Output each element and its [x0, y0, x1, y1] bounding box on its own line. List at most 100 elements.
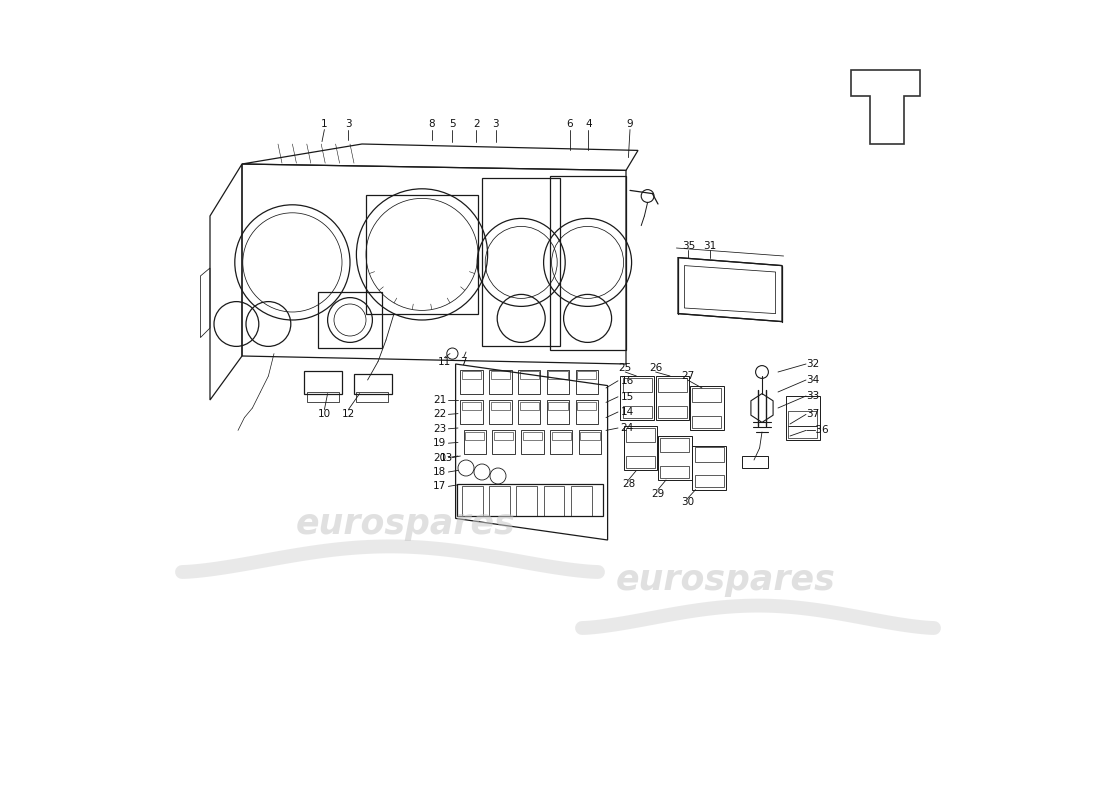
- Bar: [623, 406, 651, 418]
- Bar: [690, 386, 724, 430]
- Bar: [786, 396, 820, 440]
- Bar: [549, 402, 568, 410]
- Text: 31: 31: [703, 242, 716, 251]
- Bar: [493, 430, 515, 454]
- Bar: [656, 376, 690, 420]
- Bar: [579, 430, 602, 454]
- Bar: [516, 486, 537, 516]
- Bar: [575, 370, 598, 394]
- Text: 9: 9: [627, 119, 634, 129]
- Text: 28: 28: [621, 479, 635, 489]
- Text: 5: 5: [449, 119, 455, 129]
- Bar: [519, 402, 539, 410]
- Bar: [462, 486, 483, 516]
- Text: 21: 21: [432, 395, 446, 405]
- Bar: [482, 178, 560, 346]
- Text: 29: 29: [651, 489, 664, 498]
- Text: 22: 22: [432, 410, 446, 419]
- Bar: [547, 400, 569, 424]
- Bar: [458, 484, 603, 516]
- Text: 25: 25: [618, 363, 631, 373]
- Bar: [575, 400, 598, 424]
- Text: 17: 17: [432, 482, 446, 491]
- Bar: [550, 430, 572, 454]
- Bar: [658, 378, 686, 392]
- Bar: [549, 371, 568, 379]
- Bar: [578, 371, 596, 379]
- Text: 15: 15: [620, 392, 634, 402]
- Bar: [521, 430, 543, 454]
- Bar: [518, 400, 540, 424]
- Bar: [695, 475, 724, 487]
- Bar: [304, 371, 342, 394]
- Text: eurospares: eurospares: [296, 507, 516, 541]
- Text: 23: 23: [432, 424, 446, 434]
- Bar: [692, 388, 722, 402]
- Bar: [356, 392, 388, 402]
- Bar: [571, 486, 592, 516]
- Text: 1: 1: [321, 119, 328, 129]
- Bar: [463, 430, 486, 454]
- Bar: [519, 371, 539, 379]
- Bar: [620, 376, 654, 420]
- Bar: [624, 426, 657, 470]
- Text: 3: 3: [345, 119, 352, 129]
- Bar: [660, 438, 690, 452]
- Bar: [461, 400, 483, 424]
- Text: 19: 19: [432, 438, 446, 448]
- Text: 18: 18: [432, 467, 446, 477]
- Bar: [692, 446, 726, 490]
- Bar: [318, 292, 382, 348]
- Text: 8: 8: [428, 119, 435, 129]
- Text: 12: 12: [342, 410, 355, 419]
- Bar: [581, 432, 600, 440]
- Bar: [742, 456, 768, 468]
- Text: eurospares: eurospares: [616, 563, 836, 597]
- Bar: [491, 371, 510, 379]
- Text: 33: 33: [806, 391, 820, 401]
- Bar: [551, 432, 571, 440]
- Bar: [695, 447, 724, 462]
- Text: 26: 26: [649, 363, 662, 373]
- Bar: [354, 374, 393, 394]
- Bar: [550, 176, 626, 350]
- Bar: [462, 371, 481, 379]
- Text: 27: 27: [681, 371, 694, 381]
- Text: 7: 7: [460, 357, 466, 366]
- Bar: [518, 370, 540, 394]
- Bar: [626, 428, 654, 442]
- Text: 10: 10: [318, 410, 331, 419]
- Bar: [490, 400, 512, 424]
- Bar: [789, 411, 817, 426]
- Bar: [494, 432, 514, 440]
- Text: 2: 2: [473, 119, 480, 129]
- Bar: [626, 456, 654, 468]
- Text: 24: 24: [620, 423, 634, 433]
- Text: 6: 6: [566, 119, 573, 129]
- Bar: [789, 426, 817, 438]
- Bar: [461, 370, 483, 394]
- Bar: [462, 402, 481, 410]
- Text: 30: 30: [681, 498, 694, 507]
- Text: 32: 32: [806, 359, 820, 369]
- Bar: [623, 378, 651, 392]
- Bar: [307, 392, 339, 402]
- Bar: [658, 406, 686, 418]
- Bar: [578, 402, 596, 410]
- Text: 13: 13: [439, 453, 452, 462]
- Bar: [491, 402, 510, 410]
- Bar: [658, 436, 692, 480]
- Bar: [465, 432, 484, 440]
- Bar: [660, 466, 690, 478]
- Text: 3: 3: [493, 119, 499, 129]
- Text: 16: 16: [620, 376, 634, 386]
- Bar: [522, 432, 542, 440]
- Text: 4: 4: [585, 119, 592, 129]
- Bar: [490, 370, 512, 394]
- Bar: [547, 370, 569, 394]
- Bar: [692, 416, 722, 428]
- Text: 11: 11: [438, 357, 451, 366]
- Text: 37: 37: [806, 410, 820, 419]
- Bar: [490, 486, 510, 516]
- Text: 20: 20: [433, 453, 446, 462]
